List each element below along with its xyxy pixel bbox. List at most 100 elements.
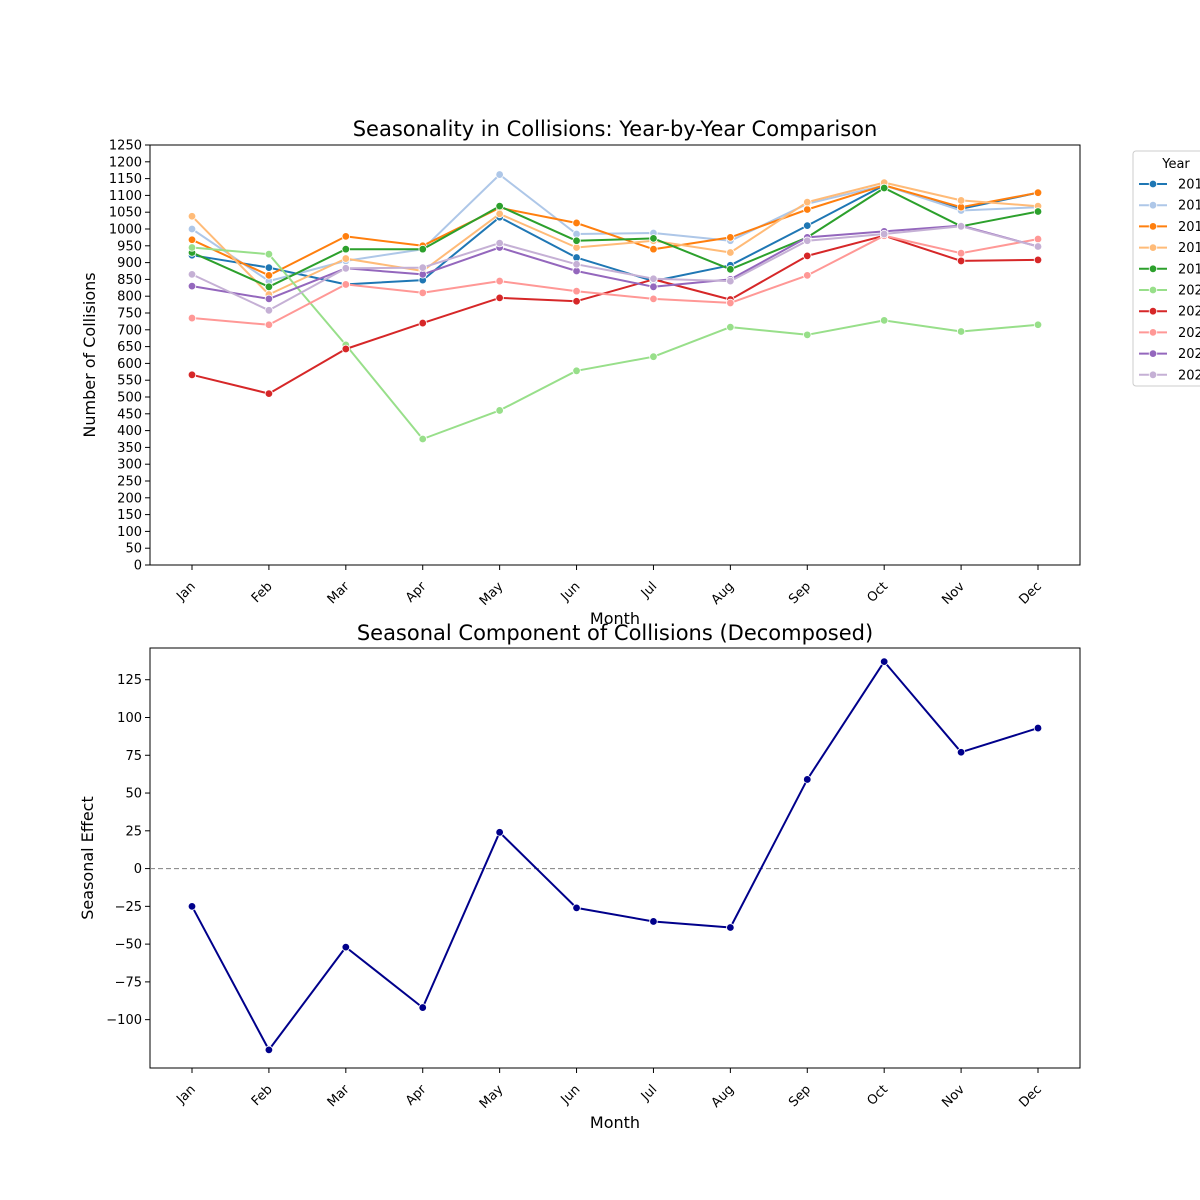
data-point — [572, 366, 581, 375]
data-point — [1033, 320, 1043, 329]
legend-marker — [1148, 243, 1158, 252]
legend-label: 202 — [1178, 326, 1200, 341]
data-point — [803, 197, 812, 207]
data-point — [1033, 255, 1043, 265]
data-point — [649, 274, 658, 283]
data-point — [418, 263, 427, 272]
y-tick-label: 0 — [134, 862, 142, 877]
data-point — [495, 201, 504, 211]
y-tick-label: 1000 — [109, 223, 142, 238]
data-point — [264, 294, 274, 304]
data-point — [803, 205, 812, 214]
data-point — [187, 235, 197, 244]
top-chart-title: Seasonality in Collisions: Year-by-Year … — [353, 117, 878, 141]
data-point — [726, 265, 735, 274]
y-tick-label: 300 — [117, 458, 142, 473]
data-point — [187, 370, 197, 380]
series-0 — [187, 657, 1043, 1055]
y-tick-label: 250 — [117, 475, 142, 490]
seasonal-component-chart: Seasonal Component of Collisions (Decomp… — [78, 621, 1081, 1132]
series-7 — [187, 231, 1043, 329]
data-point — [187, 902, 197, 911]
data-point — [495, 828, 504, 837]
data-point — [341, 244, 351, 254]
legend-marker — [1148, 307, 1158, 316]
data-point — [726, 233, 735, 242]
data-point — [418, 1003, 427, 1012]
legend-item: 202 — [1139, 368, 1200, 383]
legend-label: 201 — [1178, 178, 1200, 193]
y-tick-label: 550 — [117, 374, 142, 389]
data-point — [879, 657, 889, 666]
data-point — [495, 276, 504, 286]
series-line-0 — [191, 660, 1039, 1051]
data-point — [1033, 234, 1043, 244]
legend-marker — [1148, 179, 1158, 189]
data-point — [264, 271, 274, 280]
y-tick-label: 100 — [117, 711, 142, 726]
data-point — [418, 244, 427, 254]
data-point — [649, 234, 658, 243]
data-point — [187, 270, 197, 279]
data-point — [187, 243, 197, 252]
data-point — [264, 389, 274, 398]
data-point — [956, 256, 966, 266]
y-tick-label: 1100 — [109, 189, 142, 204]
legend-item: 202 — [1139, 326, 1200, 341]
top-y-axis-title: Number of Collisions — [80, 272, 99, 437]
legend-label: 201 — [1178, 199, 1200, 214]
legend-label: 201 — [1178, 262, 1200, 277]
data-point — [1033, 723, 1043, 733]
y-tick-label: 1200 — [109, 155, 142, 170]
data-point — [879, 183, 889, 193]
data-point — [495, 406, 504, 415]
data-point — [495, 209, 504, 219]
y-tick-label: 700 — [117, 323, 142, 338]
legend-marker — [1148, 285, 1158, 295]
y-tick-label: 75 — [125, 749, 142, 764]
legend-marker — [1148, 349, 1158, 358]
data-point — [956, 196, 966, 205]
data-point — [572, 218, 581, 228]
data-point — [341, 942, 351, 952]
data-point — [649, 917, 658, 926]
y-tick-label: 800 — [117, 290, 142, 305]
data-point — [803, 236, 812, 245]
y-tick-label: −50 — [115, 938, 142, 953]
data-point — [187, 313, 197, 323]
y-tick-label: 50 — [125, 542, 142, 557]
data-point — [264, 249, 274, 259]
bottom-y-axis: −100 −75 −50 −25 0 25 50 75 100 125 — [106, 673, 150, 1028]
legend-label: 202 — [1178, 284, 1200, 299]
y-tick-label: 500 — [117, 391, 142, 406]
y-tick-label: 900 — [117, 256, 142, 271]
series-9 — [187, 222, 1043, 315]
y-tick-label: 1250 — [109, 139, 142, 154]
y-tick-label: 1150 — [109, 172, 142, 187]
data-point — [726, 298, 735, 308]
legend-item: 201 — [1139, 199, 1200, 214]
data-point — [956, 748, 966, 757]
y-tick-label: 850 — [117, 273, 142, 288]
data-point — [726, 276, 735, 286]
legend-marker — [1148, 328, 1158, 337]
legend-item: 202 — [1139, 305, 1200, 320]
series-5 — [187, 243, 1043, 444]
legend-title: Year — [1161, 157, 1190, 172]
y-tick-label: 400 — [117, 424, 142, 439]
data-point — [341, 344, 351, 354]
legend-item: 201 — [1139, 220, 1200, 235]
bottom-plot-area — [149, 647, 1081, 1069]
data-point — [803, 251, 812, 261]
data-point — [1033, 207, 1043, 216]
y-tick-label: 25 — [125, 824, 142, 839]
y-tick-label: 950 — [117, 239, 142, 254]
y-tick-label: −75 — [115, 975, 142, 990]
data-point — [803, 221, 812, 230]
series-line-5 — [191, 246, 1039, 440]
data-point — [418, 318, 427, 328]
data-point — [803, 775, 812, 784]
data-point — [495, 170, 504, 179]
